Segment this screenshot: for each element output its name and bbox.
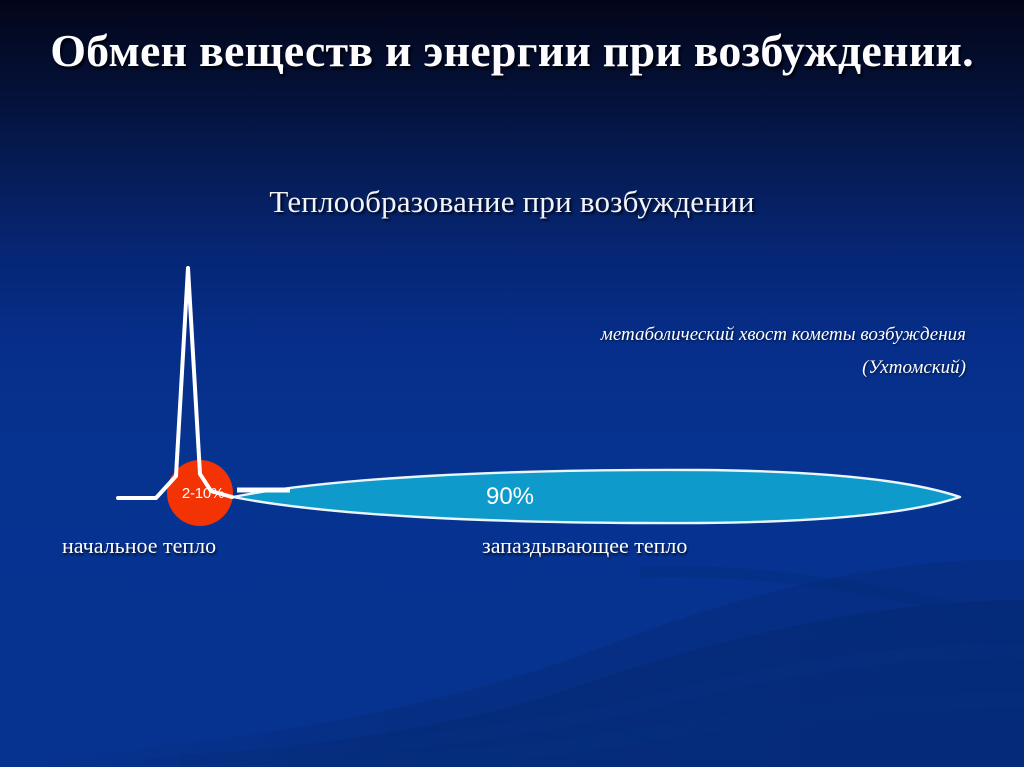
initial-heat-circle (167, 460, 233, 526)
annotation-line-1: метаболический хвост кометы возбуждения (600, 324, 966, 345)
delayed-heat-tail-shape (231, 468, 962, 525)
page-subtitle: Теплообразование при возбуждении (269, 184, 755, 219)
initial-heat-percent-label: 2-10% (181, 485, 225, 502)
initial-heat-caption: начальное тепло (62, 533, 217, 558)
annotation-line-2: (Ухтомский) (862, 357, 966, 379)
page-title: Обмен веществ и энергии при возбуждении. (50, 25, 974, 76)
annotation-text: метаболический хвост кометы возбуждения … (446, 318, 966, 385)
heat-spike-trace (116, 266, 234, 500)
delayed-heat-percent-label: 90% (485, 483, 535, 510)
delayed-heat-caption: запаздывающее тепло (482, 533, 688, 558)
